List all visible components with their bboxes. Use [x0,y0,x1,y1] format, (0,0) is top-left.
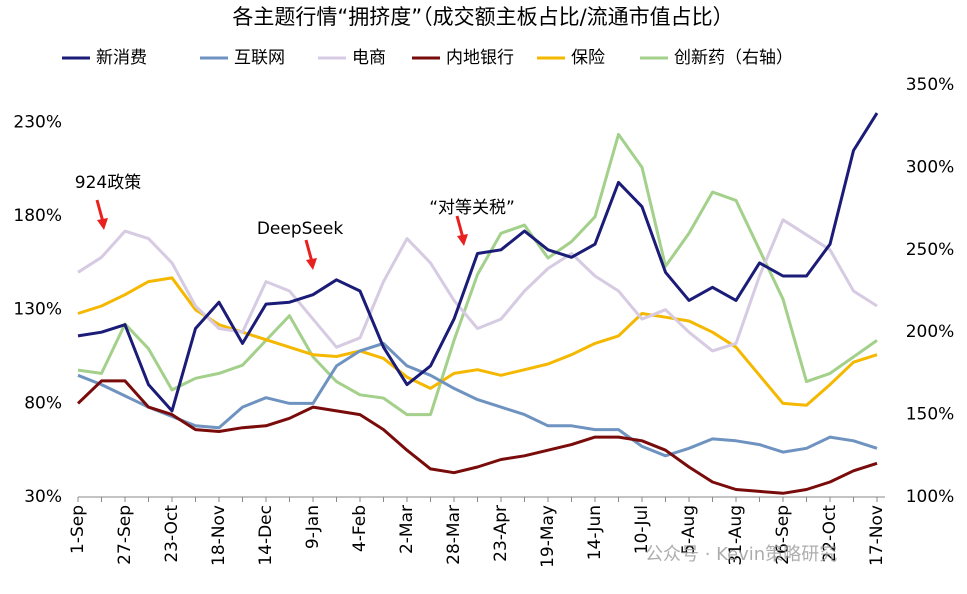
annotation-arrowhead [457,234,468,246]
y2-tick-label: 200% [906,322,955,342]
annotation: “对等关税” [429,198,515,218]
x-tick-label: 14-Dec [256,505,276,566]
y2-tick-label: 250% [906,240,955,260]
chart-title: 各主题行情“拥挤度”（成交额主板占比/流通市值占比） [232,5,733,29]
x-tick-label: 1-Sep [68,505,88,554]
legend-label: 创新药（右轴） [674,48,793,68]
series-line [77,132,878,417]
x-tick-label: 14-Jun [585,505,605,560]
legend-label: 互联网 [234,48,285,68]
annotation: 924政策 [75,173,141,193]
x-tick-label: 26-Sep [773,505,793,565]
legend-label: 电商 [352,48,386,68]
series-line [77,276,878,407]
series-line [76,379,878,495]
y-tick-label: 230% [13,112,62,132]
annotation-arrow [455,215,465,239]
y-tick-label: 80% [24,393,62,413]
x-tick-label: 17-Nov [867,505,887,566]
x-tick-label: 23-Apr [491,505,511,562]
y2-tick-label: 350% [906,75,955,95]
annotation-arrow [95,199,105,223]
x-tick-label: 19-May [538,505,558,568]
annotation-arrow [304,239,314,263]
legend-label: 内地银行 [446,48,514,68]
y2-tick-label: 300% [906,157,955,177]
x-tick-label: 4-Feb [350,505,370,552]
annotation-arrowhead [97,218,108,230]
y-tick-label: 30% [24,487,62,507]
x-tick-label: 27-Sep [115,505,135,565]
series-line [77,112,879,413]
x-tick-label: 10-Jul [632,505,652,554]
legend-label: 新消费 [96,48,147,68]
y-tick-label: 130% [13,300,62,320]
series-line [77,341,878,458]
x-tick-label: 31-Aug [726,505,746,566]
x-tick-label: 22-Oct [820,505,840,563]
x-tick-label: 5-Aug [679,505,699,555]
y-tick-label: 180% [13,206,62,226]
annotation-arrowhead [306,258,317,270]
x-tick-label: 9-Jan [303,505,323,549]
annotation: DeepSeek [257,219,344,239]
x-tick-label: 28-Mar [444,505,464,565]
watermark: 公众号 · Kevin策略研究 [645,544,837,565]
y2-tick-label: 150% [906,405,955,425]
x-tick-label: 18-Nov [209,505,229,566]
y2-tick-label: 100% [906,487,955,507]
legend-label: 保险 [571,48,605,68]
series-line [77,218,878,353]
x-tick-label: 2-Mar [397,505,417,554]
x-tick-label: 23-Oct [162,505,182,563]
